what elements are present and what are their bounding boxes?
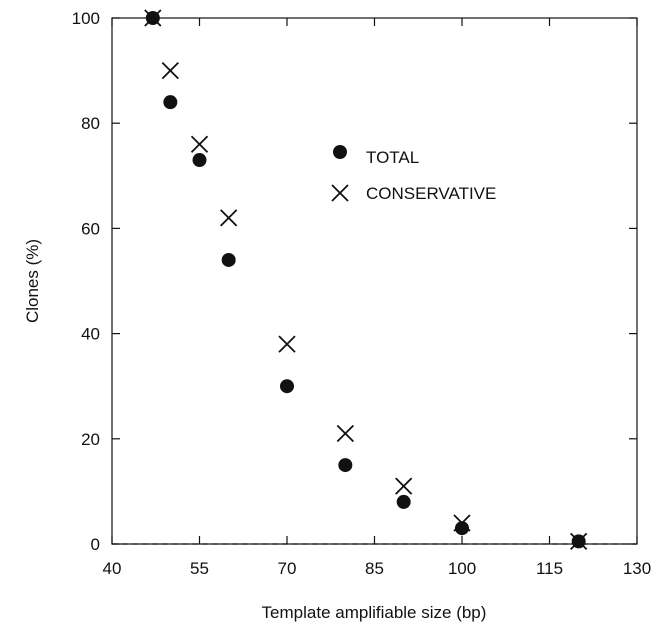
point-total bbox=[280, 379, 294, 394]
y-tick-label: 80 bbox=[81, 114, 100, 133]
point-total bbox=[455, 521, 469, 536]
point-total bbox=[221, 252, 236, 267]
point-total bbox=[396, 494, 411, 509]
y-axis-ticks: 0 20 40 60 80 100 bbox=[72, 9, 637, 554]
x-tick-label: 115 bbox=[536, 559, 563, 578]
y-tick-label: 20 bbox=[81, 430, 100, 449]
plot-frame bbox=[111, 17, 638, 545]
point-conservative bbox=[395, 477, 413, 495]
legend-label-total: TOTAL bbox=[366, 148, 419, 167]
y-tick-label: 60 bbox=[81, 219, 100, 238]
point-total bbox=[192, 153, 207, 168]
x-tick-label: 100 bbox=[448, 559, 476, 578]
point-conservative bbox=[278, 335, 296, 353]
y-tick-label: 100 bbox=[72, 9, 100, 28]
x-tick-label: 85 bbox=[365, 559, 384, 578]
legend: TOTAL CONSERVATIVE bbox=[331, 145, 496, 203]
point-conservative bbox=[190, 135, 209, 153]
point-conservative bbox=[161, 61, 179, 80]
x-axis-title: Template amplifiable size (bp) bbox=[262, 603, 487, 622]
point-conservative bbox=[336, 424, 354, 443]
legend-marker-conservative bbox=[331, 184, 349, 202]
x-tick-label: 55 bbox=[190, 559, 209, 578]
legend-marker-total bbox=[333, 145, 347, 159]
y-axis-title: Clones (%) bbox=[23, 239, 42, 323]
point-conservative bbox=[144, 9, 162, 27]
point-total bbox=[163, 95, 178, 110]
x-tick-label: 40 bbox=[103, 559, 122, 578]
x-axis-ticks: 40 55 70 85 100 115 130 bbox=[103, 18, 651, 578]
legend-label-conservative: CONSERVATIVE bbox=[366, 184, 496, 203]
y-tick-label: 0 bbox=[91, 535, 100, 554]
data-points bbox=[144, 9, 588, 551]
x-tick-label: 70 bbox=[278, 559, 297, 578]
point-conservative bbox=[220, 209, 238, 227]
y-tick-label: 40 bbox=[81, 325, 100, 344]
x-tick-label: 130 bbox=[623, 559, 651, 578]
point-total bbox=[338, 458, 353, 473]
point-conservative bbox=[453, 514, 471, 532]
point-conservative bbox=[570, 532, 588, 551]
